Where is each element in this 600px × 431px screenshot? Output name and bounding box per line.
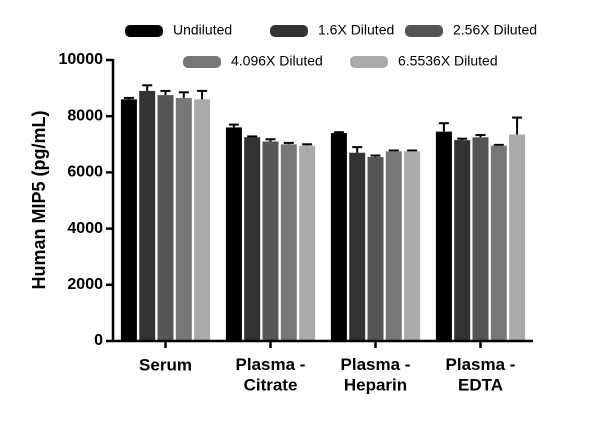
- bar: [139, 90, 156, 341]
- legend-swatch: [350, 56, 388, 68]
- x-tick-label: Plasma -EDTA: [446, 355, 516, 394]
- legend-swatch: [405, 25, 443, 37]
- legend-swatch: [183, 56, 221, 68]
- y-tick-label: 6000: [67, 164, 103, 181]
- bar: [262, 141, 279, 341]
- y-axis-title: Human MIP5 (pg/mL): [29, 110, 49, 289]
- bar: [330, 133, 347, 341]
- bar: [454, 140, 471, 341]
- bar: [244, 137, 261, 341]
- bar: [385, 151, 402, 341]
- legend-label: 6.5536X Diluted: [398, 53, 498, 69]
- bar: [349, 152, 366, 341]
- y-tick-label: 10000: [59, 51, 104, 68]
- y-tick-label: 2000: [67, 276, 103, 293]
- bar: [194, 99, 211, 341]
- bar: [472, 137, 489, 341]
- bar: [175, 97, 192, 341]
- bar: [404, 151, 421, 341]
- legend-label: Undiluted: [173, 22, 232, 38]
- legend-label: 4.096X Diluted: [231, 53, 323, 69]
- legend-swatch: [125, 25, 163, 37]
- bar: [490, 145, 507, 341]
- bar: [157, 95, 174, 341]
- bar: [120, 99, 137, 341]
- bar: [299, 145, 316, 341]
- x-tick-label: Serum: [139, 355, 192, 374]
- bar: [509, 134, 526, 341]
- y-tick-label: 4000: [67, 220, 103, 237]
- legend-label: 1.6X Diluted: [318, 22, 394, 38]
- x-tick-label: Plasma -Heparin: [341, 355, 411, 394]
- y-tick-label: 0: [94, 332, 103, 349]
- bar: [225, 127, 242, 341]
- legend-swatch: [270, 25, 308, 37]
- y-tick-label: 8000: [67, 107, 103, 124]
- bar: [280, 144, 297, 341]
- bar: [435, 131, 452, 341]
- bar: [367, 156, 384, 341]
- x-tick-label: Plasma -Citrate: [236, 355, 306, 394]
- legend-label: 2.56X Diluted: [453, 22, 537, 38]
